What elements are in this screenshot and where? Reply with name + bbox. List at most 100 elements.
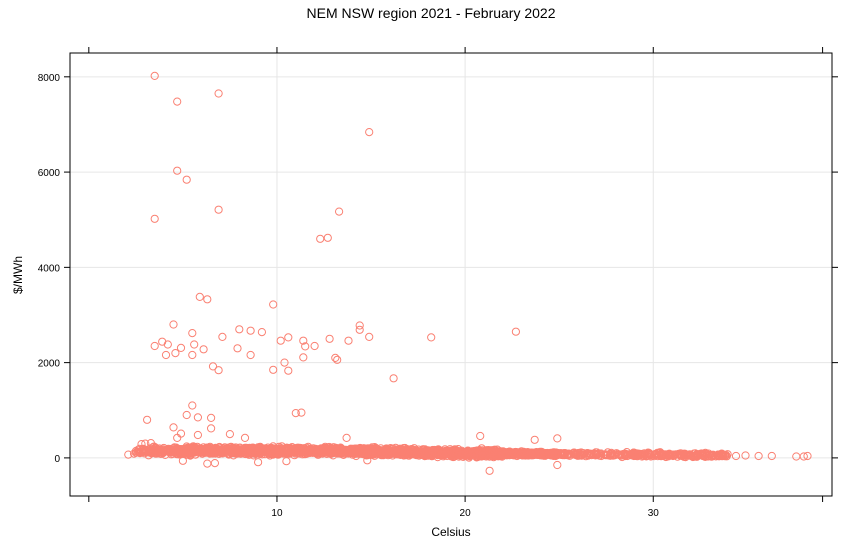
data-point bbox=[554, 450, 563, 459]
data-point bbox=[210, 459, 219, 468]
data-point bbox=[277, 442, 286, 451]
x-axis-label: Celsius bbox=[431, 525, 470, 539]
data-point bbox=[310, 341, 319, 351]
data-point bbox=[731, 451, 741, 461]
data-point bbox=[493, 449, 502, 458]
data-point bbox=[150, 341, 159, 351]
data-point bbox=[254, 458, 263, 467]
data-point bbox=[193, 413, 202, 422]
data-point bbox=[470, 451, 479, 460]
data-point bbox=[276, 336, 285, 345]
data-point bbox=[269, 300, 278, 309]
data-point bbox=[253, 446, 262, 455]
data-point bbox=[153, 449, 162, 458]
data-point bbox=[577, 448, 586, 457]
data-point bbox=[548, 450, 558, 459]
data-point bbox=[218, 332, 227, 341]
data-point bbox=[240, 433, 250, 442]
data-point bbox=[289, 445, 298, 454]
data-point bbox=[573, 450, 582, 459]
data-point bbox=[401, 447, 410, 456]
data-point bbox=[539, 451, 548, 460]
data-point bbox=[336, 443, 345, 452]
data-point bbox=[185, 445, 194, 454]
data-point bbox=[553, 460, 562, 470]
x-tick-label: 30 bbox=[648, 508, 660, 519]
data-point bbox=[266, 446, 275, 455]
data-point bbox=[291, 449, 300, 458]
data-point bbox=[585, 450, 595, 459]
data-point bbox=[203, 459, 212, 468]
data-point bbox=[709, 451, 718, 460]
plot-frame bbox=[69, 52, 833, 497]
data-point bbox=[767, 451, 776, 461]
data-point bbox=[235, 325, 244, 334]
data-point bbox=[163, 340, 172, 349]
data-point bbox=[484, 449, 493, 458]
data-point bbox=[344, 336, 353, 345]
data-point bbox=[390, 446, 399, 455]
data-point bbox=[233, 344, 242, 353]
data-point bbox=[356, 448, 365, 457]
data-point bbox=[331, 353, 340, 362]
data-point bbox=[417, 449, 426, 458]
data-point bbox=[485, 466, 494, 475]
x-tick-label: 20 bbox=[460, 508, 472, 519]
data-point bbox=[234, 445, 244, 454]
data-point bbox=[335, 207, 344, 216]
data-point bbox=[405, 450, 414, 459]
data-point bbox=[212, 445, 221, 454]
data-point bbox=[170, 443, 179, 452]
data-point bbox=[284, 366, 293, 375]
data-point bbox=[518, 449, 527, 458]
data-point bbox=[155, 447, 164, 456]
data-point bbox=[323, 233, 332, 242]
data-point bbox=[418, 445, 427, 454]
data-point bbox=[188, 350, 197, 360]
data-point bbox=[246, 350, 255, 360]
data-point bbox=[388, 451, 397, 460]
data-point bbox=[188, 329, 197, 338]
data-point bbox=[344, 448, 353, 457]
data-point bbox=[207, 424, 216, 433]
data-point bbox=[176, 429, 186, 438]
axis-ticks: 10 20 30 0 2000 4000 6000 8000 bbox=[38, 47, 838, 519]
data-point bbox=[450, 451, 459, 460]
data-point bbox=[792, 452, 801, 461]
data-point bbox=[199, 345, 208, 354]
data-point bbox=[161, 350, 171, 360]
data-point bbox=[302, 446, 311, 455]
data-point bbox=[464, 449, 473, 458]
data-point bbox=[299, 353, 308, 362]
data-point bbox=[150, 71, 159, 81]
data-point bbox=[141, 439, 150, 448]
data-point bbox=[586, 449, 595, 458]
data-point bbox=[650, 450, 660, 459]
data-point bbox=[189, 446, 198, 456]
data-point bbox=[401, 448, 410, 457]
data-point bbox=[488, 447, 497, 456]
data-point bbox=[178, 456, 187, 465]
data-points bbox=[124, 71, 812, 475]
data-point bbox=[146, 439, 155, 448]
data-point bbox=[225, 430, 234, 439]
data-point bbox=[379, 449, 388, 458]
data-point bbox=[661, 450, 671, 459]
data-point bbox=[214, 89, 223, 98]
data-point bbox=[262, 448, 271, 457]
data-point bbox=[670, 450, 680, 459]
data-point bbox=[137, 440, 146, 449]
data-point bbox=[158, 337, 167, 346]
data-point bbox=[704, 451, 713, 461]
data-point bbox=[656, 449, 665, 459]
data-point bbox=[318, 449, 327, 458]
data-point bbox=[634, 449, 644, 458]
data-point bbox=[269, 365, 278, 374]
data-point bbox=[641, 450, 650, 459]
data-point bbox=[190, 340, 199, 349]
data-point bbox=[741, 451, 750, 460]
data-point bbox=[171, 349, 180, 358]
data-point bbox=[214, 205, 223, 214]
data-point bbox=[134, 447, 144, 456]
